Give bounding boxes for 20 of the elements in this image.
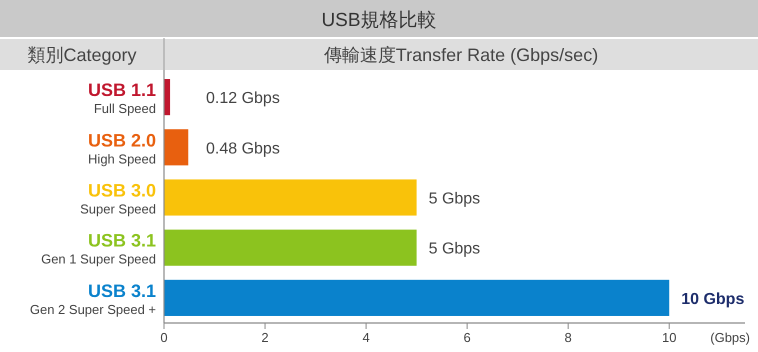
x-tick-label: 4 <box>362 330 370 345</box>
x-tick-label: 2 <box>261 330 269 345</box>
y-tick-label: USB 2.0 High Speed <box>88 130 156 166</box>
data-label: 0.48 Gbps <box>206 140 280 158</box>
y-tick-label: USB 3.1 Gen 1 Super Speed <box>41 230 156 267</box>
data-label: 0.12 Gbps <box>206 90 280 108</box>
x-tick-label: 8 <box>564 330 572 345</box>
data-label: 5 Gbps <box>428 240 480 258</box>
x-tick-label: 6 <box>464 330 471 345</box>
data-label: 10 Gbps <box>681 290 744 308</box>
chart-title: USB規格比較 <box>321 10 437 31</box>
y-tick-label: USB 1.1 Full Speed <box>88 80 156 116</box>
data-label: 5 Gbps <box>428 190 480 208</box>
x-tick-label: 0 <box>160 330 168 345</box>
x-tick-label: 10 <box>662 330 676 345</box>
y-tick-label: USB 3.0 Super Speed <box>80 180 156 216</box>
y-axis-title: 類別Category <box>27 45 137 65</box>
x-axis-title: 傳輸速度Transfer Rate (Gbps/sec) <box>322 45 598 65</box>
text: (Gbps) <box>710 330 750 345</box>
y-tick-label: USB 3.1 Gen 2 Super Speed + <box>30 280 156 317</box>
